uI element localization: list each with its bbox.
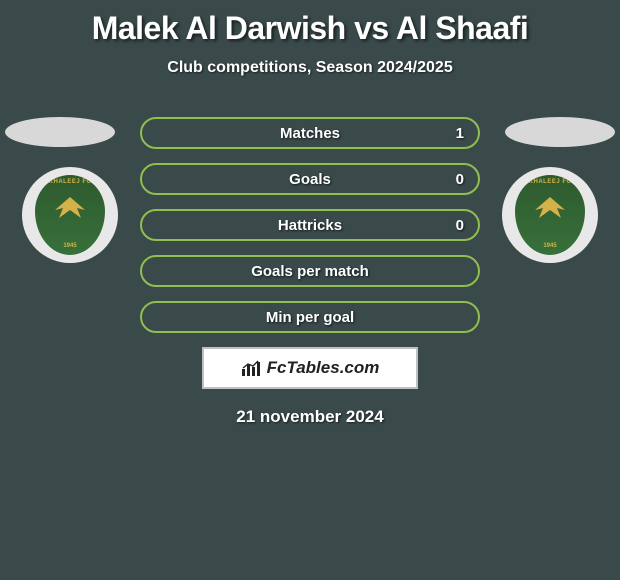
bar-chart-icon: [241, 359, 263, 377]
right-club-badge: KHALEEJ FC 1945: [502, 167, 598, 263]
stat-row-goals: Goals 0: [140, 163, 480, 195]
left-club-name: KHALEEJ FC: [35, 179, 105, 185]
right-club-shield: KHALEEJ FC 1945: [515, 175, 585, 255]
stat-row-goals-per-match: Goals per match: [140, 255, 480, 287]
stat-right-value: 1: [456, 125, 464, 142]
brand-text: FcTables.com: [267, 358, 380, 378]
stat-label: Min per goal: [266, 309, 354, 326]
left-club-badge: KHALEEJ FC 1945: [22, 167, 118, 263]
stat-label: Matches: [280, 125, 340, 142]
right-club-year: 1945: [515, 243, 585, 249]
stat-label: Hattricks: [278, 217, 342, 234]
stat-right-value: 0: [456, 217, 464, 234]
brand-box: FcTables.com: [202, 347, 418, 389]
stats-list: Matches 1 Goals 0 Hattricks 0 Goals per …: [140, 117, 480, 333]
stat-row-matches: Matches 1: [140, 117, 480, 149]
right-club-name: KHALEEJ FC: [515, 179, 585, 185]
left-player-oval: [5, 117, 115, 147]
page-title: Malek Al Darwish vs Al Shaafi: [0, 0, 620, 47]
stat-label: Goals per match: [251, 263, 369, 280]
comparison-area: KHALEEJ FC 1945 KHALEEJ FC 1945 Matches …: [0, 117, 620, 427]
stat-right-value: 0: [456, 171, 464, 188]
page-subtitle: Club competitions, Season 2024/2025: [0, 59, 620, 77]
eagle-icon: [525, 192, 575, 222]
right-player-oval: [505, 117, 615, 147]
stat-label: Goals: [289, 171, 331, 188]
stat-row-hattricks: Hattricks 0: [140, 209, 480, 241]
date-text: 21 november 2024: [0, 407, 620, 427]
stat-row-min-per-goal: Min per goal: [140, 301, 480, 333]
left-club-shield: KHALEEJ FC 1945: [35, 175, 105, 255]
left-club-year: 1945: [35, 243, 105, 249]
eagle-icon: [45, 192, 95, 222]
